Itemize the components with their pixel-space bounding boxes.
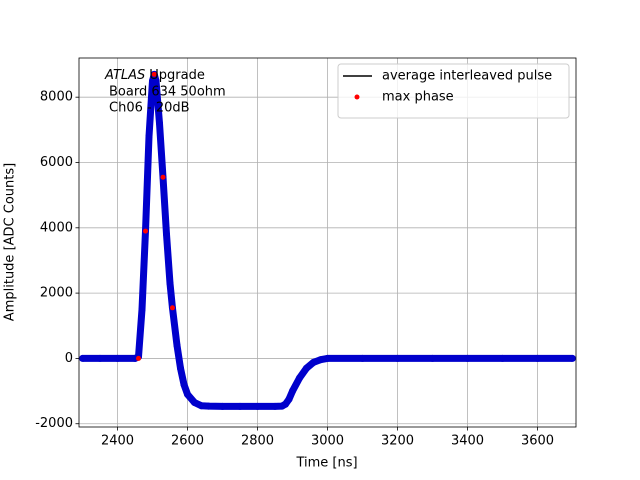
y-tick-label: -2000 — [35, 416, 73, 431]
dot — [289, 387, 296, 395]
marker — [136, 355, 141, 361]
y-tick-label: 2000 — [40, 286, 73, 301]
dot — [303, 364, 310, 372]
legend-box — [337, 63, 570, 119]
y-tick-label: 4000 — [40, 220, 73, 235]
dot — [271, 402, 279, 410]
marker — [169, 305, 175, 311]
dot — [219, 402, 226, 410]
dot — [198, 402, 205, 410]
dot — [254, 402, 261, 410]
dot — [145, 132, 153, 140]
dot — [429, 354, 436, 362]
x-tick-label: 2400 — [101, 434, 134, 449]
dot — [359, 354, 366, 362]
annotation-line: Board 634 50ohm — [109, 85, 226, 100]
marker — [151, 71, 157, 77]
dot — [569, 354, 576, 362]
dot — [138, 305, 146, 313]
dot — [177, 364, 184, 372]
dot — [282, 400, 289, 408]
y-tick-label: 8000 — [40, 90, 73, 105]
plot-area — [79, 58, 576, 427]
annotation: ATLAS Upgrade — [104, 68, 205, 83]
series-layer — [79, 70, 576, 410]
dot — [79, 354, 86, 362]
legend-marker — [354, 94, 360, 100]
y-tick-label: 6000 — [40, 155, 73, 170]
x-axis-title: Time [ns] — [295, 456, 357, 471]
dot — [156, 119, 163, 127]
dot — [184, 390, 191, 398]
x-tick-label: 3200 — [381, 434, 414, 449]
dot — [96, 354, 104, 362]
dot — [285, 395, 293, 403]
annotation-text: Upgrade — [149, 68, 205, 83]
dot — [296, 374, 303, 382]
legend-label: max phase — [382, 90, 454, 105]
axes-frame — [78, 57, 577, 428]
marker — [143, 228, 148, 234]
legend-label: average interleaved pulse — [382, 69, 552, 84]
x-tick-label: 3000 — [311, 434, 344, 449]
dot — [394, 354, 401, 362]
x-tick-label: 2600 — [171, 434, 204, 449]
dot — [464, 354, 471, 362]
dot — [163, 230, 170, 238]
x-tick-label: 3600 — [521, 434, 554, 449]
dot — [166, 279, 174, 287]
y-axis-title: Amplitude [ADC Counts] — [3, 163, 18, 321]
y-tick-label: 0 — [65, 351, 73, 366]
annotation-emphasis: ATLAS — [104, 68, 145, 83]
dot — [534, 354, 541, 362]
dot — [236, 402, 244, 410]
dot — [324, 354, 331, 362]
x-tick-label: 2800 — [241, 434, 274, 449]
x-tick-label: 3400 — [451, 434, 484, 449]
dot — [180, 381, 188, 389]
dot — [317, 356, 324, 364]
dot — [499, 354, 506, 362]
marker — [160, 174, 166, 180]
annotation-line: Ch06 - 20dB — [109, 101, 190, 116]
dot — [205, 402, 212, 410]
dot — [191, 399, 198, 407]
dot — [310, 358, 317, 366]
dot — [152, 77, 160, 85]
dot — [173, 341, 181, 349]
dot — [114, 354, 121, 362]
